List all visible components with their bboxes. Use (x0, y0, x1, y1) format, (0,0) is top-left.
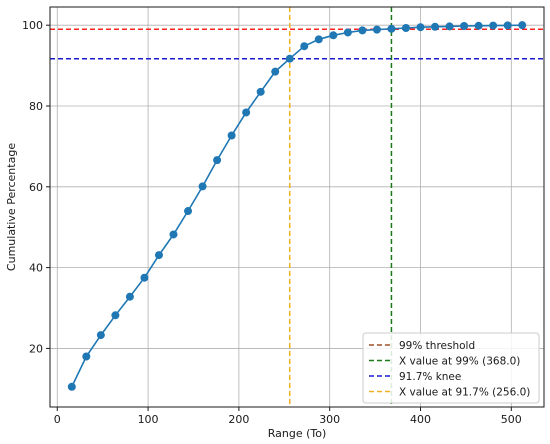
y-tick-label: 20 (29, 342, 43, 355)
y-tick-label: 40 (29, 262, 43, 275)
data-point (198, 182, 207, 191)
legend-entry-label: 99% threshold (399, 340, 475, 352)
x-tick-label: 0 (54, 413, 61, 426)
data-point (184, 207, 193, 216)
x-tick-label: 300 (319, 413, 340, 426)
x-tick-label: 400 (410, 413, 431, 426)
data-point (343, 28, 352, 37)
x-tick-label: 200 (228, 413, 249, 426)
data-point (416, 23, 425, 32)
data-point (300, 42, 309, 51)
data-point (474, 21, 483, 30)
x-tick-label: 500 (501, 413, 522, 426)
data-point (387, 24, 396, 33)
data-point (154, 251, 163, 260)
data-point (256, 87, 265, 96)
data-point (329, 31, 338, 40)
data-point (169, 230, 178, 239)
data-point (140, 273, 149, 282)
data-point (358, 26, 367, 35)
y-axis-ticks: 20 40 60 80 100 (22, 19, 50, 355)
data-point (518, 21, 527, 30)
data-point (314, 35, 323, 44)
data-point (372, 25, 381, 34)
y-tick-label: 60 (29, 181, 43, 194)
data-point (460, 21, 469, 30)
data-point (213, 156, 222, 165)
legend-box (362, 332, 540, 404)
data-point (111, 311, 120, 320)
data-point (227, 131, 236, 140)
data-point (285, 54, 294, 63)
data-point (67, 382, 76, 391)
x-tick-label: 100 (138, 413, 159, 426)
x-axis-ticks: 0 100 200 300 400 500 (54, 407, 522, 426)
data-point (431, 22, 440, 31)
data-point (401, 24, 410, 33)
series-layer (67, 21, 527, 391)
data-point (271, 67, 280, 76)
data-point (489, 21, 498, 30)
legend: 99% threshold X value at 99% (368.0) 91.7%… (362, 332, 540, 404)
y-tick-label: 100 (22, 19, 43, 32)
plot-frame (49, 6, 545, 408)
reference-lines (50, 7, 544, 407)
data-point (445, 22, 454, 31)
legend-entry-label: 91.7% knee (399, 371, 461, 383)
data-point (503, 21, 512, 30)
y-axis-label: Cumulative Percentage (5, 143, 18, 271)
data-point (82, 352, 91, 361)
data-point (96, 331, 105, 340)
data-point (125, 292, 134, 301)
legend-entry-label: X value at 99% (368.0) (399, 356, 520, 368)
legend-entry-label: X value at 91.7% (256.0) (399, 387, 530, 399)
y-tick-label: 80 (29, 100, 43, 113)
x-axis-label: Range (To) (268, 427, 327, 440)
data-point (242, 108, 251, 117)
